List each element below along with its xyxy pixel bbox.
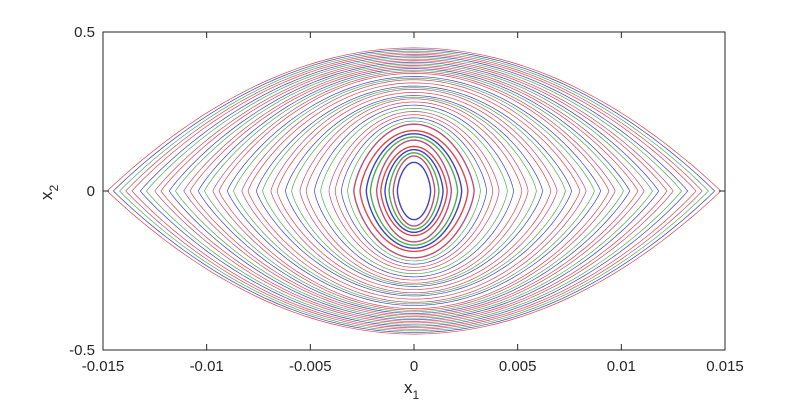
orbit-line [183, 65, 645, 317]
orbit-line [375, 139, 453, 243]
orbit-line [139, 55, 689, 327]
orbit-line [334, 114, 494, 268]
orbit-line [212, 71, 616, 311]
orbit-line [384, 148, 444, 234]
plot-area-background [103, 32, 725, 350]
y-axis-label: x2 [37, 185, 61, 201]
orbit-line [328, 111, 500, 271]
orbit-line [204, 69, 624, 313]
y-tick-label: -0.5 [69, 342, 95, 359]
orbit-line [169, 61, 659, 321]
orbit-line [262, 87, 566, 295]
x-axis-label: x1 [404, 378, 420, 402]
orbit-line [218, 72, 610, 310]
orbit-line [353, 123, 475, 259]
orbit-line [392, 155, 436, 227]
x-tick-label: -0.005 [289, 358, 332, 375]
orbit-line [359, 129, 469, 253]
x-axis-label-sub: 1 [413, 388, 420, 402]
orbit-line [341, 117, 487, 265]
orbit-line [365, 133, 463, 249]
x-tick-label: 0.015 [706, 358, 744, 375]
orbit-line [256, 85, 572, 297]
orbit-line [227, 76, 601, 306]
x-tick-label: -0.01 [190, 358, 224, 375]
orbit-line [154, 58, 674, 324]
orbit-line [369, 136, 459, 246]
orbit-line [233, 77, 595, 305]
x-tick-label: 0.01 [607, 358, 636, 375]
orbit-line [320, 107, 508, 275]
orbit-layer [106, 47, 722, 335]
y-axis-label-base: x [37, 191, 56, 200]
x-tick-label: 0.005 [499, 358, 537, 375]
orbit-line [305, 101, 523, 281]
orbit-line [160, 60, 668, 322]
orbit-line [396, 161, 432, 221]
orbit-line [113, 49, 715, 333]
orbit-line [347, 120, 481, 262]
orbit-line [241, 79, 587, 303]
orbit-line [270, 88, 558, 294]
tick-layer: -0.015 -0.01 -0.005 0 0.005 0.01 0.015 -0.5 0 0.5 [69, 24, 744, 375]
orbit-line [198, 68, 630, 314]
orbit-line [189, 66, 639, 316]
orbit-line [119, 50, 709, 332]
orbit-line [276, 92, 552, 290]
y-tick-label: 0.5 [74, 24, 95, 41]
orbit-line [131, 53, 697, 329]
orbit-line [146, 57, 682, 325]
y-tick-label: 0 [87, 183, 95, 200]
orbit-line [314, 104, 514, 278]
x-axis-label-base: x [404, 378, 413, 397]
orbit-line [285, 95, 543, 287]
orbit-line [175, 63, 653, 319]
orbit-line [125, 52, 703, 330]
y-axis-label-sub: 2 [47, 185, 61, 192]
orbit-line [247, 82, 581, 300]
orbit-line [291, 96, 537, 286]
orbit-line [299, 98, 529, 284]
x-tick-label: 0 [410, 358, 418, 375]
orbit-line [380, 145, 448, 237]
x-tick-label: -0.015 [82, 358, 125, 375]
orbit-line [388, 152, 440, 230]
